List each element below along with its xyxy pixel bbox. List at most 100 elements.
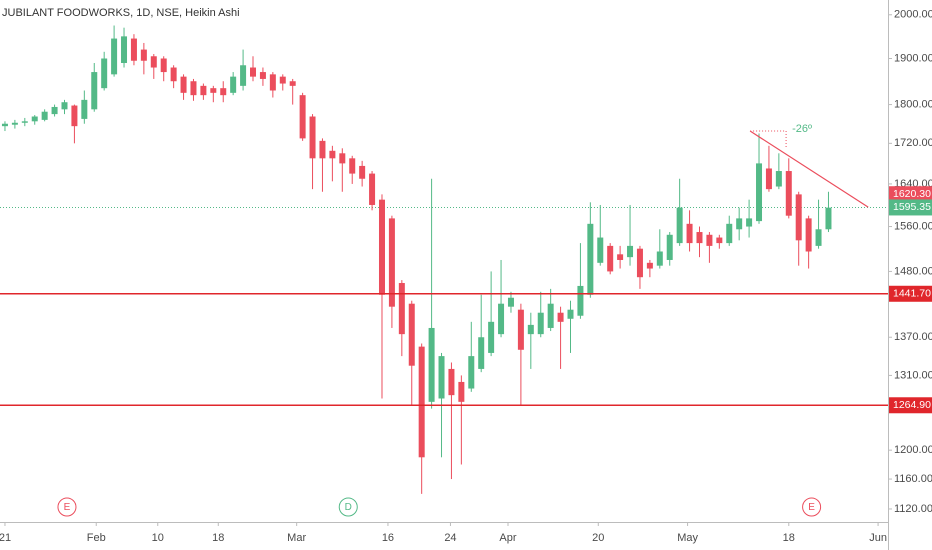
event-marker [802,497,822,517]
candle-body [567,309,574,319]
candle-body [557,312,564,322]
candle-body [388,218,395,307]
y-tick-label: 1310.00 [894,369,932,381]
price-tag-label: 1595.35 [893,201,931,213]
candle-body [220,88,227,96]
candle-body [180,76,187,93]
candle-body [537,312,544,335]
candle-body [438,356,445,399]
candle-body [428,327,435,402]
candle-body [329,150,336,159]
candle-body [299,95,306,139]
candle-body [378,199,385,295]
y-tick-label: 1200.00 [894,444,932,456]
x-tick-label: 20 [592,532,604,544]
x-tick-label: Mar [287,532,306,544]
y-tick-label: 1800.00 [894,98,932,110]
x-tick-label: Jun [869,532,887,544]
candle-body [795,194,802,241]
candle-body [577,285,584,316]
candle-body [31,116,38,122]
candle-body [656,251,663,266]
candle-body [279,76,286,84]
candle-body [111,38,118,75]
trendline [749,130,869,208]
x-tick-label: 16 [382,532,394,544]
candle-body [11,122,18,125]
candle-body [517,309,524,350]
candle-body [101,58,108,89]
candle-body [359,165,366,179]
candle-body [230,76,237,93]
x-tick-label: 18 [783,532,795,544]
candle-body [448,368,455,396]
x-tick-label: May [677,532,698,544]
candle-body [369,173,376,205]
candle-body [140,49,147,61]
y-tick-label: 1720.00 [894,137,932,149]
price-tag-label: 1264.90 [893,399,931,411]
price-tag [889,199,932,216]
candle-body [190,81,197,96]
candle-body [250,67,257,77]
trendline-angle-label: -26º [792,123,812,135]
y-tick-label: 1120.00 [894,503,932,515]
candle-body [269,74,276,91]
candle-body [1,123,8,127]
price-tag-label: 1441.70 [893,288,931,300]
candle-body [527,324,534,335]
candle-body [547,303,554,328]
candle-body [617,254,624,260]
candle-body [785,171,792,216]
candle-body [259,72,266,79]
candle-body [41,111,48,120]
candle-body [627,245,634,258]
candle-body [51,106,58,115]
candle-body [210,88,217,93]
candle-body [736,218,743,230]
candle-body [825,207,832,230]
y-tick-label: 1370.00 [894,331,932,343]
candle-body [686,223,693,244]
event-marker [338,497,358,517]
candle-body [706,234,713,246]
candle-body [756,163,763,222]
candle-body [666,234,673,260]
y-tick-label: 1900.00 [894,52,932,64]
candle-body [319,140,326,159]
candle-body [289,81,296,86]
candle-body [398,283,405,335]
candle-body [498,303,505,335]
candle-body [418,346,425,458]
candle-body [21,121,28,123]
y-tick-label: 1560.00 [894,220,932,232]
candle-body [607,245,614,272]
x-tick-label: 10 [152,532,164,544]
candle-body [488,321,495,353]
candle-body [478,337,485,369]
price-tag [889,186,932,203]
x-tick-label: 18 [212,532,224,544]
candle-body [121,36,128,64]
candle-body [130,38,137,61]
candle-body [160,58,167,73]
candle-body [468,356,475,389]
x-tick-label: 24 [444,532,456,544]
candle-body [587,223,594,295]
price-tag-label: 1620.30 [893,188,931,200]
candle-body [309,116,316,159]
candle-body [71,105,78,127]
price-tag [889,285,932,302]
candle-body [646,262,653,269]
candle-body [805,218,812,252]
y-tick-label: 1160.00 [894,473,932,485]
event-marker-label: E [64,502,71,513]
candle-body [91,72,98,110]
event-marker [57,497,77,517]
x-tick-label: 21 [0,532,11,544]
candle-body [726,223,733,244]
candle-body [240,65,247,86]
candle-body [696,232,703,244]
